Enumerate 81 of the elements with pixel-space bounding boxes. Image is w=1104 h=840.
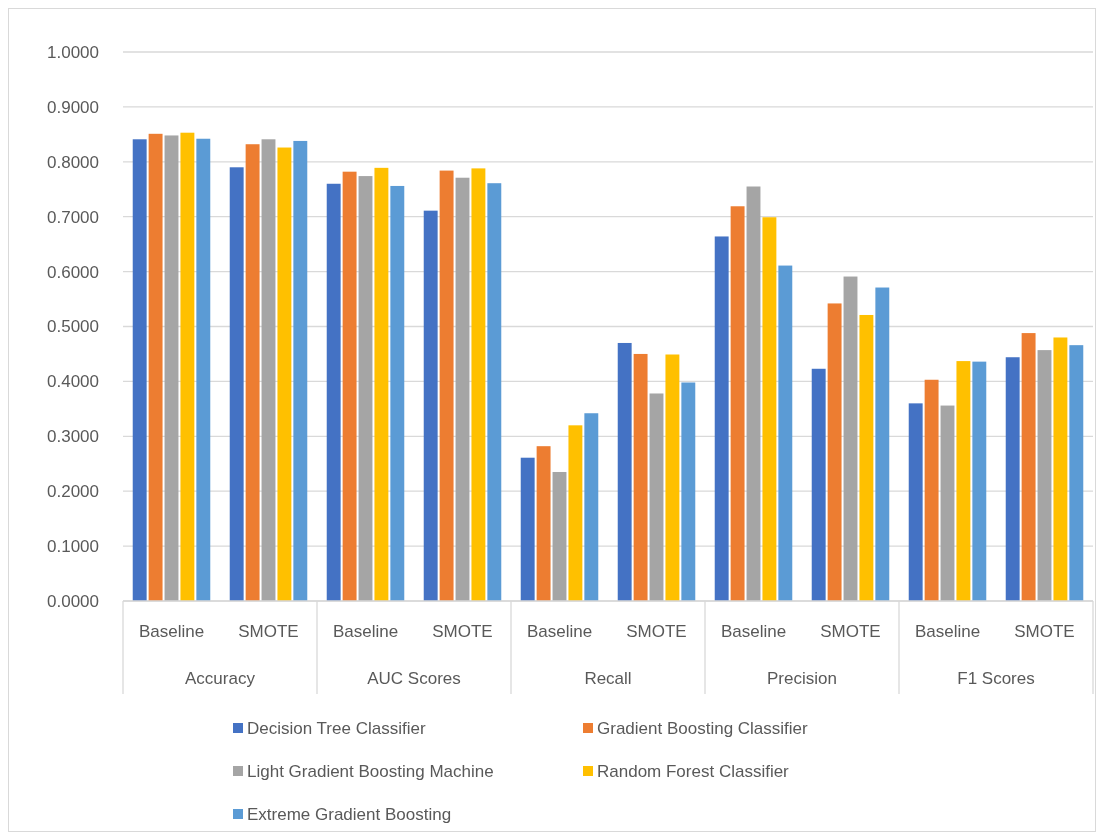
bar <box>875 287 890 601</box>
bar <box>196 138 211 601</box>
y-tick-label: 0.7000 <box>47 207 99 227</box>
bar <box>633 353 648 601</box>
bar <box>245 144 260 601</box>
bar <box>568 425 583 601</box>
y-tick-label: 0.2000 <box>47 482 99 502</box>
bar <box>940 405 955 601</box>
bar <box>423 210 438 601</box>
bar <box>536 446 551 601</box>
bar <box>746 186 761 601</box>
bar <box>908 403 923 601</box>
y-tick-label: 1.0000 <box>47 42 99 62</box>
x-tick-label: Baseline <box>720 621 787 641</box>
bar <box>229 167 244 601</box>
bar <box>374 167 389 601</box>
legend-label: Random Forest Classifier <box>597 761 790 781</box>
bar <box>1005 357 1020 601</box>
bar <box>762 217 777 601</box>
bar <box>326 183 341 601</box>
bar <box>342 171 357 601</box>
x-tick-label: SMOTE <box>626 621 687 641</box>
y-tick-label: 0.4000 <box>47 372 99 392</box>
legend-label: Decision Tree Classifier <box>247 718 426 738</box>
bar <box>164 135 179 601</box>
bar <box>617 342 632 601</box>
bar <box>843 276 858 601</box>
bar <box>390 185 405 601</box>
bar <box>1053 337 1068 601</box>
bar <box>924 379 939 601</box>
x-tick-label: Baseline <box>138 621 205 641</box>
bar <box>358 176 373 601</box>
bar <box>520 457 535 601</box>
y-tick-label: 0.0000 <box>47 591 99 611</box>
bar <box>681 382 696 601</box>
text: Recall <box>584 668 632 688</box>
bar <box>714 236 729 601</box>
legend-label: Gradient Boosting Classifier <box>597 718 809 738</box>
x-tick-label: Baseline <box>914 621 981 641</box>
bar <box>584 413 599 601</box>
x-tick-label: Baseline <box>526 621 593 641</box>
legend-label: Light Gradient Boosting Machine <box>247 761 494 781</box>
legend-label: Extreme Gradient Boosting <box>247 804 452 824</box>
y-tick-label: 0.5000 <box>47 317 99 337</box>
x-tick-label: Baseline <box>332 621 399 641</box>
y-tick-label: 0.8000 <box>47 152 99 172</box>
bar <box>1069 345 1084 601</box>
bar <box>277 147 292 601</box>
y-tick-label: 0.6000 <box>47 262 99 282</box>
text: AUC Scores <box>367 668 461 688</box>
bar <box>487 183 502 601</box>
text: Precision <box>767 668 837 688</box>
bar <box>859 314 874 601</box>
y-tick-label: 0.1000 <box>47 537 99 557</box>
x-tick-label: SMOTE <box>820 621 881 641</box>
y-tick-label: 0.9000 <box>47 97 99 117</box>
bar <box>730 206 745 601</box>
bar <box>148 133 163 601</box>
bar <box>972 361 987 601</box>
bar <box>1037 350 1052 601</box>
bar <box>261 139 276 601</box>
text: Accuracy <box>185 668 256 688</box>
bar <box>956 361 971 601</box>
x-tick-label: SMOTE <box>238 621 299 641</box>
bar <box>132 139 147 601</box>
bar <box>778 265 793 601</box>
bar <box>439 170 454 601</box>
bar <box>293 140 308 601</box>
bar <box>665 354 680 601</box>
x-tick-label: SMOTE <box>432 621 493 641</box>
bar <box>471 168 486 601</box>
bar <box>1021 333 1036 601</box>
bar <box>827 303 842 601</box>
bar <box>552 471 567 601</box>
bar <box>455 177 470 601</box>
y-tick-label: 0.3000 <box>47 427 99 447</box>
bar <box>649 393 664 601</box>
bar <box>180 132 195 601</box>
text: F1 Scores <box>957 668 1035 688</box>
bar <box>811 368 826 601</box>
x-tick-label: SMOTE <box>1014 621 1075 641</box>
